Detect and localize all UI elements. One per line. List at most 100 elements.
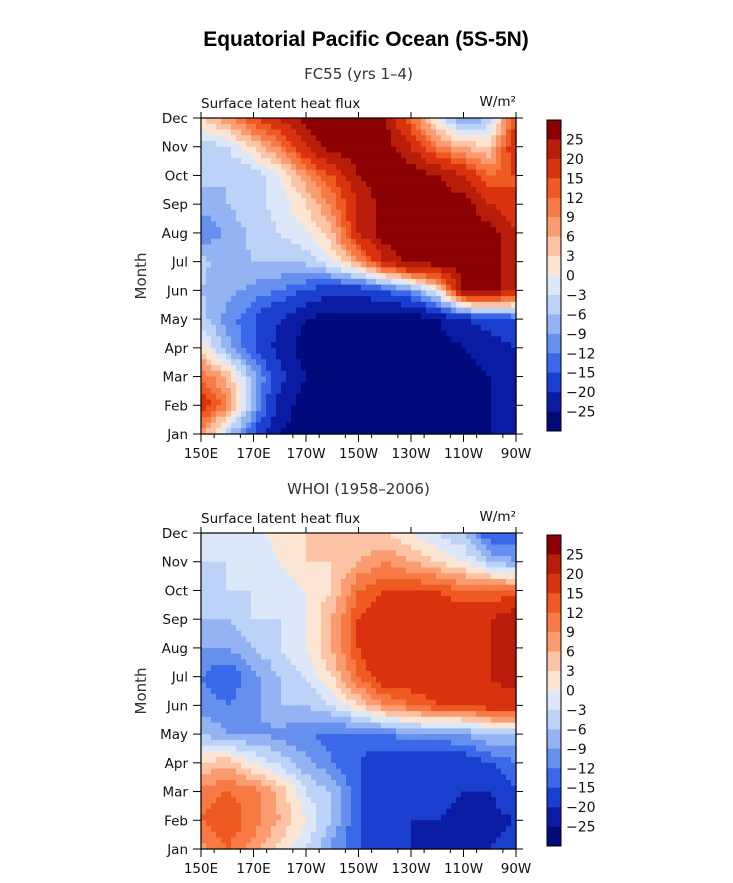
heatmap-cell (296, 209, 302, 217)
heatmap-cell (466, 393, 472, 401)
heatmap-cell (371, 353, 377, 360)
heatmap-cell (431, 370, 437, 378)
heatmap-cell (496, 232, 502, 240)
heatmap-cell (216, 330, 222, 337)
heatmap-cell (286, 198, 292, 205)
heatmap-cell (296, 296, 302, 303)
heatmap-cell (406, 544, 412, 551)
heatmap-cell (476, 567, 482, 574)
heatmap-cell (511, 382, 517, 389)
heatmap-cell (231, 573, 237, 580)
heatmap-cell (381, 215, 387, 223)
heatmap-cell (391, 601, 397, 609)
heatmap-cell (356, 227, 362, 234)
heatmap-cell (231, 204, 237, 211)
heatmap-cell (261, 330, 267, 337)
heatmap-cell (231, 175, 237, 182)
heatmap-cell (206, 186, 212, 194)
heatmap-cell (496, 135, 502, 142)
heatmap-cell (396, 393, 402, 401)
heatmap-cell (371, 653, 377, 660)
heatmap-cell (406, 204, 412, 211)
heatmap-cell (246, 158, 252, 165)
heatmap-cell (366, 284, 372, 291)
heatmap-cell (321, 428, 327, 435)
heatmap-cell (361, 135, 367, 142)
heatmap-cell (286, 607, 292, 615)
heatmap-cell (286, 313, 292, 320)
heatmap-cell (271, 330, 277, 337)
heatmap-cell (206, 319, 212, 326)
heatmap-cell (476, 255, 482, 263)
heatmap-cell (461, 324, 467, 332)
heatmap-cell (411, 152, 417, 159)
heatmap-cell (346, 146, 352, 154)
heatmap-cell (386, 175, 392, 182)
heatmap-cell (421, 221, 427, 228)
heatmap-cell (421, 561, 427, 569)
heatmap-cell (356, 544, 362, 551)
heatmap-cell (326, 129, 332, 136)
heatmap-cell (381, 550, 387, 557)
heatmap-cell (351, 538, 357, 546)
heatmap-cell (481, 596, 487, 603)
heatmap-cell (396, 123, 402, 131)
heatmap-cell (391, 607, 397, 615)
heatmap-cell (206, 359, 212, 366)
heatmap-cell (511, 152, 517, 159)
heatmap-cell (381, 296, 387, 303)
heatmap-cell (256, 624, 262, 632)
heatmap-cell (351, 301, 357, 309)
heatmap-cell (361, 330, 367, 337)
heatmap-cell (356, 296, 362, 303)
heatmap-cell (236, 584, 242, 592)
heatmap-cell (346, 227, 352, 234)
heatmap-cell (486, 301, 492, 309)
heatmap-cell (381, 573, 387, 580)
heatmap-cell (301, 273, 307, 280)
heatmap-cell (226, 192, 232, 200)
heatmap-cell (231, 209, 237, 217)
heatmap-cell (301, 135, 307, 142)
heatmap-cell (221, 301, 227, 309)
heatmap-cell (451, 624, 457, 632)
heatmap-cell (336, 353, 342, 360)
heatmap-cell (451, 227, 457, 234)
heatmap-cell (216, 647, 222, 655)
heatmap-cell (391, 533, 397, 540)
heatmap-cell (381, 596, 387, 603)
heatmap-cell (366, 550, 372, 557)
heatmap-cell (421, 330, 427, 337)
heatmap-cell (441, 590, 447, 597)
heatmap-cell (471, 636, 477, 643)
heatmap-cell (441, 158, 447, 165)
heatmap-cell (281, 619, 287, 626)
heatmap-cell (476, 596, 482, 603)
heatmap-cell (456, 118, 462, 125)
heatmap-cell (201, 416, 207, 424)
heatmap-cell (431, 278, 437, 286)
heatmap-cell (386, 422, 392, 429)
heatmap-cell (296, 416, 302, 424)
heatmap-cell (381, 393, 387, 401)
heatmap-cell (231, 411, 237, 418)
heatmap-cell (276, 533, 282, 540)
heatmap-cell (311, 198, 317, 205)
heatmap-cell (421, 186, 427, 194)
heatmap-cell (456, 405, 462, 412)
heatmap-cell (471, 290, 477, 297)
heatmap-cell (286, 129, 292, 136)
heatmap-cell (201, 158, 207, 165)
heatmap-cell (336, 365, 342, 372)
heatmap-cell (241, 342, 247, 349)
heatmap-cell (271, 186, 277, 194)
heatmap-cell (476, 140, 482, 148)
heatmap-cell (271, 290, 277, 297)
heatmap-cell (241, 411, 247, 418)
heatmap-cell (301, 555, 307, 563)
heatmap-cell (271, 567, 277, 574)
heatmap-cell (296, 555, 302, 563)
heatmap-cell (361, 255, 367, 263)
heatmap-cell (226, 601, 232, 609)
heatmap-cell (251, 353, 257, 360)
